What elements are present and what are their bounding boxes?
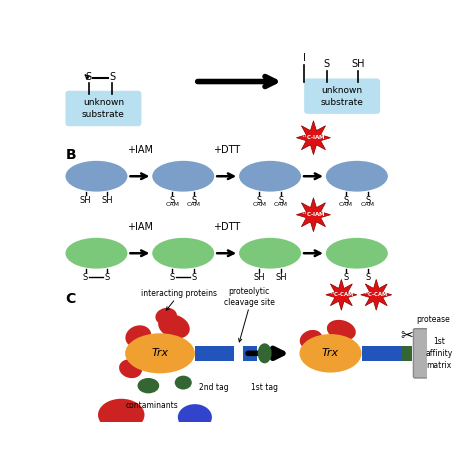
Text: Trx: Trx — [322, 348, 339, 358]
Text: contaminants: contaminants — [126, 401, 179, 410]
Ellipse shape — [65, 161, 128, 191]
Text: CAM: CAM — [187, 202, 201, 208]
Ellipse shape — [326, 161, 388, 191]
Text: +DTT: +DTT — [213, 222, 240, 232]
Ellipse shape — [300, 334, 362, 373]
Ellipse shape — [126, 325, 151, 347]
FancyBboxPatch shape — [65, 91, 141, 126]
Text: S: S — [170, 273, 175, 282]
Ellipse shape — [65, 238, 128, 269]
Ellipse shape — [155, 308, 177, 325]
Ellipse shape — [327, 320, 356, 341]
Text: S: S — [256, 196, 262, 205]
Text: 1st tag: 1st tag — [251, 383, 278, 392]
FancyBboxPatch shape — [413, 328, 465, 378]
Text: +IAM: +IAM — [127, 145, 153, 155]
Polygon shape — [296, 198, 330, 232]
Text: SH: SH — [80, 196, 91, 205]
Text: 2nd tag: 2nd tag — [200, 383, 229, 392]
Ellipse shape — [158, 314, 190, 338]
Text: S: S — [109, 72, 115, 82]
FancyBboxPatch shape — [234, 346, 243, 361]
Text: proteolytic
cleavage site: proteolytic cleavage site — [224, 287, 274, 307]
Text: SH: SH — [351, 59, 365, 69]
Text: I: I — [303, 53, 306, 63]
Text: S: S — [278, 196, 283, 205]
Text: SH: SH — [275, 273, 287, 282]
Text: $^{13}$C-IAM: $^{13}$C-IAM — [301, 133, 326, 142]
Text: CAM: CAM — [252, 202, 266, 208]
Ellipse shape — [137, 378, 159, 393]
Text: +DTT: +DTT — [213, 145, 240, 155]
FancyBboxPatch shape — [195, 346, 257, 361]
Text: CAM: CAM — [339, 202, 353, 208]
Text: unknown
substrate: unknown substrate — [321, 86, 364, 107]
Ellipse shape — [258, 343, 272, 364]
Text: unknown
substrate: unknown substrate — [82, 98, 125, 119]
Ellipse shape — [98, 399, 145, 431]
Text: Trx: Trx — [151, 348, 169, 358]
FancyBboxPatch shape — [401, 346, 412, 361]
Text: C: C — [65, 292, 76, 306]
Polygon shape — [326, 279, 357, 310]
Text: S: S — [86, 72, 92, 82]
Text: S: S — [191, 273, 197, 282]
Text: $^{13}$C-CAM: $^{13}$C-CAM — [328, 290, 354, 300]
Ellipse shape — [326, 238, 388, 269]
Text: S: S — [343, 273, 348, 282]
Text: $^{13}$C-IAM: $^{13}$C-IAM — [301, 210, 326, 219]
Ellipse shape — [178, 404, 212, 430]
Polygon shape — [361, 279, 392, 310]
Ellipse shape — [152, 238, 214, 269]
Text: S: S — [105, 273, 110, 282]
Text: SH: SH — [254, 273, 265, 282]
Text: S: S — [343, 196, 348, 205]
Text: S: S — [324, 59, 330, 69]
Text: S: S — [365, 273, 370, 282]
Text: B: B — [65, 148, 76, 162]
Polygon shape — [296, 121, 330, 155]
FancyBboxPatch shape — [304, 78, 380, 114]
Ellipse shape — [152, 161, 214, 191]
Text: S: S — [191, 196, 197, 205]
FancyBboxPatch shape — [362, 346, 412, 361]
Text: protease: protease — [416, 315, 450, 324]
Text: SH: SH — [101, 196, 113, 205]
Ellipse shape — [119, 359, 142, 378]
Text: S: S — [83, 273, 88, 282]
Text: ✂: ✂ — [400, 328, 413, 343]
Ellipse shape — [239, 238, 301, 269]
Text: CAM: CAM — [165, 202, 179, 208]
Text: CAM: CAM — [361, 202, 375, 208]
Text: $^{13}$C-CAM: $^{13}$C-CAM — [364, 290, 389, 300]
Text: +IAM: +IAM — [127, 222, 153, 232]
Ellipse shape — [175, 376, 192, 390]
Ellipse shape — [239, 161, 301, 191]
Text: CAM: CAM — [274, 202, 288, 208]
Text: interacting proteins: interacting proteins — [141, 289, 218, 298]
Text: S: S — [365, 196, 370, 205]
Ellipse shape — [300, 330, 322, 349]
Ellipse shape — [125, 333, 195, 374]
Text: S: S — [170, 196, 175, 205]
Text: 1st
affinity
matrix: 1st affinity matrix — [425, 337, 453, 370]
